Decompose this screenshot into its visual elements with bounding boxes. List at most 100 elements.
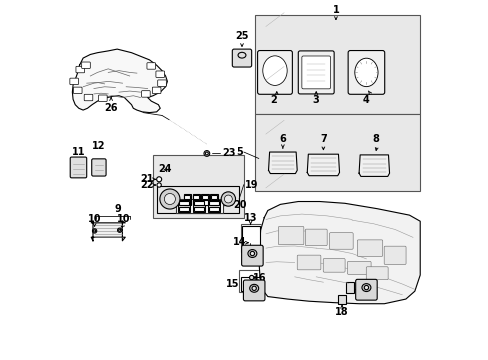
FancyBboxPatch shape xyxy=(298,51,333,94)
Text: 15: 15 xyxy=(226,279,239,289)
FancyBboxPatch shape xyxy=(153,155,244,218)
FancyBboxPatch shape xyxy=(81,62,90,68)
FancyBboxPatch shape xyxy=(92,159,106,176)
FancyBboxPatch shape xyxy=(347,50,384,94)
Ellipse shape xyxy=(262,56,286,85)
Text: 19: 19 xyxy=(244,180,258,190)
Text: 1: 1 xyxy=(332,5,339,15)
Bar xyxy=(208,201,218,206)
Bar xyxy=(241,226,259,252)
FancyBboxPatch shape xyxy=(355,279,376,300)
Ellipse shape xyxy=(238,52,245,58)
Bar xyxy=(207,200,219,212)
Bar xyxy=(241,277,260,291)
FancyBboxPatch shape xyxy=(243,280,264,301)
Text: 25: 25 xyxy=(235,31,248,41)
Bar xyxy=(208,207,218,211)
FancyBboxPatch shape xyxy=(241,224,261,252)
Text: 6: 6 xyxy=(279,134,285,144)
Circle shape xyxy=(224,195,232,203)
Text: 4: 4 xyxy=(362,95,369,105)
Bar xyxy=(178,200,190,212)
Bar xyxy=(338,295,345,305)
Ellipse shape xyxy=(203,150,209,156)
Bar xyxy=(192,195,199,199)
FancyBboxPatch shape xyxy=(99,95,107,102)
FancyBboxPatch shape xyxy=(70,78,78,85)
Circle shape xyxy=(221,192,235,206)
Text: 11: 11 xyxy=(72,147,85,157)
Bar xyxy=(202,195,208,199)
Polygon shape xyxy=(91,221,125,241)
Polygon shape xyxy=(358,155,389,176)
Ellipse shape xyxy=(354,58,377,87)
FancyBboxPatch shape xyxy=(156,71,164,77)
FancyBboxPatch shape xyxy=(76,66,84,73)
Text: 10: 10 xyxy=(116,214,130,224)
Text: 9: 9 xyxy=(115,204,122,214)
Polygon shape xyxy=(268,152,297,174)
Ellipse shape xyxy=(249,284,258,292)
FancyBboxPatch shape xyxy=(255,114,419,191)
Text: 18: 18 xyxy=(335,307,348,317)
Bar xyxy=(192,194,199,205)
FancyBboxPatch shape xyxy=(257,50,292,94)
Text: 13: 13 xyxy=(244,213,257,223)
FancyBboxPatch shape xyxy=(301,56,330,89)
FancyBboxPatch shape xyxy=(152,87,161,94)
Ellipse shape xyxy=(250,251,254,256)
FancyBboxPatch shape xyxy=(357,240,382,256)
FancyBboxPatch shape xyxy=(278,226,303,245)
FancyBboxPatch shape xyxy=(346,261,370,274)
Text: 23: 23 xyxy=(222,148,235,158)
FancyBboxPatch shape xyxy=(329,233,352,249)
Ellipse shape xyxy=(361,284,370,292)
Text: 10: 10 xyxy=(88,214,101,224)
FancyBboxPatch shape xyxy=(384,246,405,265)
FancyBboxPatch shape xyxy=(323,258,345,272)
Text: 17: 17 xyxy=(357,287,371,297)
FancyBboxPatch shape xyxy=(366,267,387,280)
FancyBboxPatch shape xyxy=(297,255,320,270)
Text: 14: 14 xyxy=(233,237,246,247)
FancyBboxPatch shape xyxy=(241,245,263,266)
Ellipse shape xyxy=(92,229,97,233)
Text: 7: 7 xyxy=(319,134,326,144)
Polygon shape xyxy=(258,202,419,304)
FancyBboxPatch shape xyxy=(158,80,166,86)
FancyBboxPatch shape xyxy=(232,49,251,67)
Bar xyxy=(183,195,190,199)
Ellipse shape xyxy=(156,177,162,182)
Text: 16: 16 xyxy=(253,273,266,283)
Circle shape xyxy=(160,189,180,209)
Text: 26: 26 xyxy=(104,103,118,113)
Polygon shape xyxy=(306,154,339,176)
Text: 22: 22 xyxy=(140,180,153,190)
Circle shape xyxy=(164,193,175,204)
Bar xyxy=(345,282,353,293)
Text: 24: 24 xyxy=(158,164,172,174)
Ellipse shape xyxy=(117,228,122,232)
Ellipse shape xyxy=(249,275,253,280)
FancyBboxPatch shape xyxy=(84,94,93,101)
FancyBboxPatch shape xyxy=(70,157,86,178)
Bar xyxy=(201,194,208,205)
FancyBboxPatch shape xyxy=(147,63,155,69)
Text: 3: 3 xyxy=(312,95,319,105)
Text: 21: 21 xyxy=(140,174,153,184)
Text: 8: 8 xyxy=(371,134,378,144)
Bar xyxy=(176,199,223,213)
Bar xyxy=(210,195,217,199)
FancyBboxPatch shape xyxy=(142,91,150,97)
Bar xyxy=(192,200,199,205)
Bar xyxy=(156,186,239,213)
Bar xyxy=(210,200,217,205)
FancyBboxPatch shape xyxy=(73,87,82,94)
FancyBboxPatch shape xyxy=(238,270,260,292)
Ellipse shape xyxy=(93,230,96,232)
Bar xyxy=(210,194,217,205)
Bar xyxy=(202,200,208,205)
Text: 5: 5 xyxy=(236,147,243,157)
Bar xyxy=(192,200,204,212)
Polygon shape xyxy=(72,49,167,113)
